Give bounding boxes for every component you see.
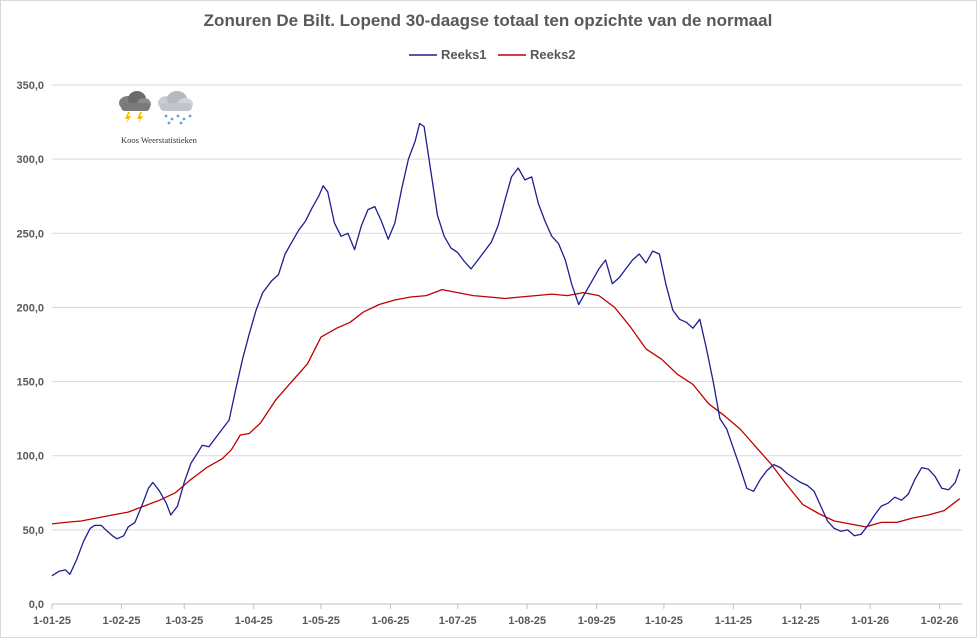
y-axis-ticks: 0,0 50,0 100,0 150,0 200,0 250,0 300,0 350,0 xyxy=(16,80,44,611)
legend-label-reeks1: Reeks1 xyxy=(441,47,487,62)
x-tick-label: 1-02-25 xyxy=(103,615,141,627)
x-tick-label: 1-11-25 xyxy=(715,615,752,627)
series-line-reeks1 xyxy=(51,122,961,577)
chart-title: Zonuren De Bilt. Lopend 30-daagse totaal… xyxy=(204,11,773,30)
series-line-reeks2 xyxy=(51,288,961,528)
snow-cloud-icon xyxy=(158,91,193,125)
thunderstorm-cloud-icon xyxy=(119,91,151,124)
y-tick-label: 300,0 xyxy=(16,154,44,166)
x-tick-label: 1-01-25 xyxy=(33,615,71,627)
x-tick-label: 1-10-25 xyxy=(645,615,683,627)
y-tick-label: 200,0 xyxy=(16,302,44,314)
x-tick-label: 1-12-25 xyxy=(782,615,820,627)
y-tick-label: 0,0 xyxy=(29,599,44,611)
legend: Reeks1 Reeks2 xyxy=(409,47,576,62)
y-tick-label: 250,0 xyxy=(16,228,44,240)
y-tick-label: 150,0 xyxy=(16,377,44,389)
y-tick-label: 350,0 xyxy=(16,80,44,92)
logo: Koos Weerstatistieken xyxy=(119,91,198,145)
gridlines xyxy=(52,84,962,605)
x-axis-ticks: 1-01-25 1-02-25 1-03-25 1-04-25 1-05-25 1-06-… xyxy=(33,604,959,627)
x-tick-label: 1-08-25 xyxy=(508,615,546,627)
x-tick-label: 1-09-25 xyxy=(578,615,616,627)
x-tick-label: 1-07-25 xyxy=(439,615,477,627)
x-tick-label: 1-02-26 xyxy=(921,615,959,627)
legend-label-reeks2: Reeks2 xyxy=(530,47,576,62)
x-tick-label: 1-01-26 xyxy=(851,615,889,627)
series-group xyxy=(51,122,961,577)
logo-caption: Koos Weerstatistieken xyxy=(121,135,198,145)
x-tick-label: 1-03-25 xyxy=(165,615,203,627)
x-tick-label: 1-04-25 xyxy=(235,615,273,627)
y-tick-label: 50,0 xyxy=(23,525,44,537)
x-tick-label: 1-05-25 xyxy=(302,615,340,627)
x-tick-label: 1-06-25 xyxy=(371,615,409,627)
y-tick-label: 100,0 xyxy=(16,451,44,463)
